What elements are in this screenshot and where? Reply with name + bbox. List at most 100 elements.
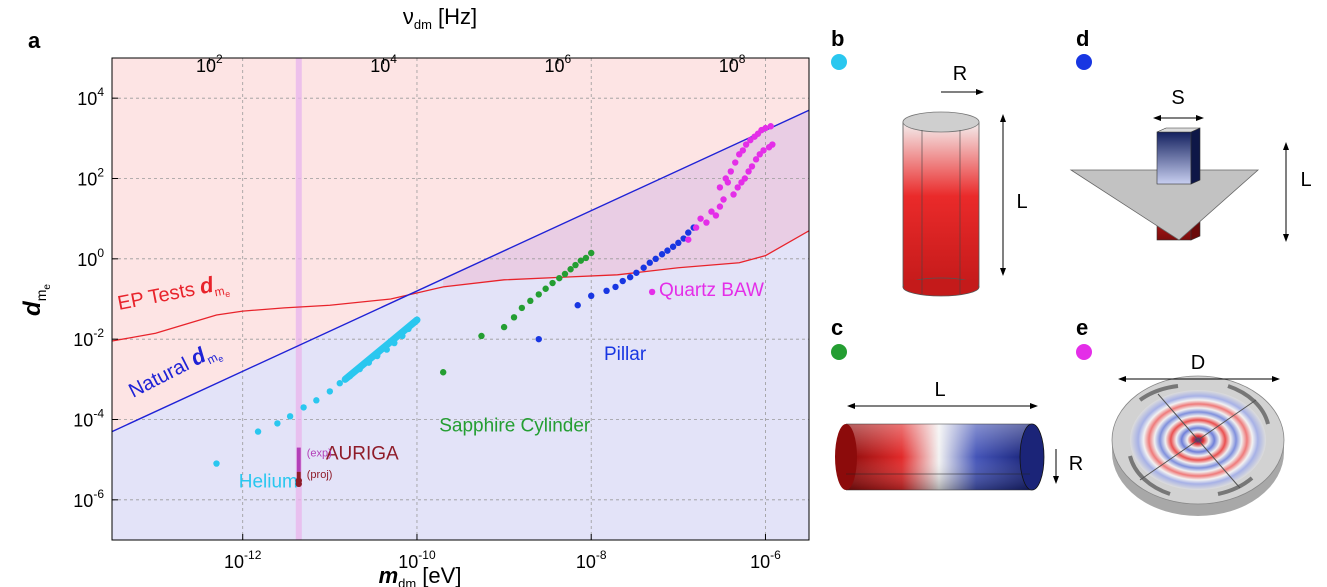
- data-point: [582, 254, 590, 262]
- data-point: [658, 251, 666, 258]
- data-point: [326, 388, 334, 395]
- label-r-c: R: [1069, 453, 1083, 475]
- data-point: [556, 274, 563, 282]
- data-point: [767, 123, 774, 130]
- data-point: [561, 270, 569, 278]
- data-point: [633, 269, 640, 276]
- auriga-tag-exp: (exp): [307, 447, 332, 459]
- data-point: [365, 359, 372, 366]
- cylinder-c: [835, 423, 1045, 491]
- natural-line: [112, 109, 809, 433]
- data-point: [708, 208, 715, 215]
- data-point: [652, 255, 659, 263]
- panel-b: b R L: [831, 26, 1028, 297]
- y-tick-label: 102: [77, 166, 104, 190]
- top-axis-label: νdm [Hz]: [403, 4, 477, 32]
- data-point: [295, 477, 302, 484]
- label-l-c: L: [934, 379, 945, 401]
- data-point: [567, 266, 574, 273]
- panel-label-e: e: [1076, 315, 1088, 340]
- series-sapphire-cylinder: Sapphire Cylinder: [439, 249, 595, 437]
- axis-ticks: 10-12 10-10 10-8 10-6 102 104 106 108 10-6 10-4 10…: [73, 52, 781, 572]
- y-axis-label: dme: [19, 284, 53, 316]
- data-point: [286, 413, 294, 420]
- y-tick-label: 10-2: [73, 326, 104, 350]
- top-tick-label: 108: [719, 52, 746, 76]
- data-point: [577, 257, 585, 264]
- data-point: [619, 277, 626, 285]
- panel-e-color-dot: [1076, 344, 1092, 360]
- label-l-d: L: [1300, 169, 1311, 191]
- panel-c-color-dot: [831, 344, 847, 360]
- y-tick-label: 10-4: [73, 407, 104, 431]
- series-helium: Helium: [213, 316, 421, 493]
- data-point: [732, 159, 739, 166]
- data-point: [748, 163, 756, 170]
- data-point: [300, 404, 307, 411]
- panel-b-color-dot: [831, 54, 847, 70]
- data-point: [572, 261, 579, 269]
- auriga-band: [295, 58, 302, 540]
- data-point: [374, 352, 381, 360]
- y-tick-label: 100: [77, 246, 104, 270]
- data-point: [391, 339, 398, 347]
- series-layer: Helium Sapphire Cylinder Pillar Quartz BAW A…: [213, 123, 776, 493]
- y-tick-label: 104: [77, 85, 104, 109]
- data-point: [213, 460, 220, 467]
- panel-label-d: d: [1076, 26, 1089, 51]
- top-tick-label: 106: [544, 52, 571, 76]
- data-point: [518, 304, 526, 312]
- data-point: [669, 243, 677, 250]
- data-point: [413, 316, 421, 324]
- series-quartz-baw: Quartz BAW: [648, 123, 776, 301]
- data-point: [535, 335, 542, 343]
- overlap-region-fill: [443, 110, 809, 287]
- chart-panel-a: Helium Sapphire Cylinder Pillar Quartz BAW A…: [73, 52, 810, 572]
- data-point: [588, 249, 595, 257]
- data-point: [574, 302, 581, 309]
- panel-e: e D: [1076, 315, 1285, 516]
- data-point: [675, 239, 682, 247]
- data-point: [752, 156, 760, 163]
- x-axis-label: mdm [eV]: [379, 563, 462, 587]
- data-point: [739, 147, 747, 154]
- data-point: [542, 285, 549, 292]
- panel-c: c L R: [831, 315, 1083, 491]
- data-point: [742, 141, 750, 148]
- series-label: AURIGA: [326, 444, 399, 465]
- data-point: [336, 380, 343, 387]
- data-point: [762, 124, 769, 132]
- data-point: [510, 314, 518, 321]
- data-point: [747, 136, 754, 144]
- x-tick-label: 10-8: [576, 548, 607, 572]
- series-pillar: Pillar: [535, 224, 697, 365]
- disk-e: [1111, 375, 1285, 516]
- data-point: [685, 229, 692, 236]
- data-point: [254, 428, 262, 435]
- data-point: [685, 236, 692, 243]
- series-label: Pillar: [604, 344, 647, 365]
- data-point: [769, 141, 776, 148]
- data-point: [527, 297, 534, 305]
- label-l-b: L: [1016, 191, 1027, 213]
- data-point: [356, 365, 363, 373]
- data-point: [664, 247, 671, 254]
- data-point: [648, 288, 656, 296]
- series-auriga: AURIGA(exp) (proj): [295, 444, 399, 488]
- data-point: [640, 264, 647, 271]
- data-point: [703, 219, 710, 226]
- data-point: [716, 203, 724, 210]
- label-r-b: R: [953, 63, 967, 85]
- data-point: [626, 273, 634, 281]
- panel-label-b: b: [831, 26, 844, 51]
- plot-frame: [111, 57, 810, 541]
- data-point: [439, 369, 447, 376]
- series-label: Helium: [239, 472, 298, 493]
- data-point: [612, 283, 619, 291]
- x-tick-label: 10-10: [398, 548, 436, 572]
- data-point: [692, 224, 700, 231]
- data-point: [716, 184, 724, 191]
- data-point: [274, 420, 281, 427]
- top-tick-label: 102: [196, 52, 223, 76]
